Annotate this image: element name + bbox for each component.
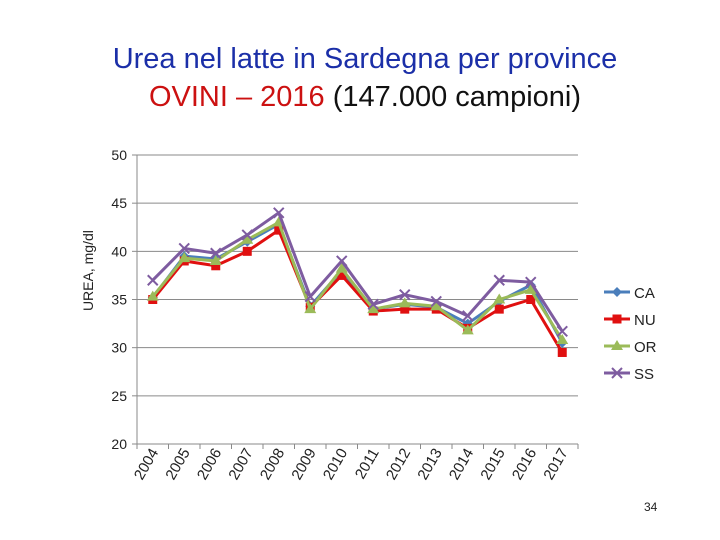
data-point-ss bbox=[210, 247, 222, 259]
data-point-nu bbox=[274, 225, 284, 235]
data-point-ss bbox=[147, 274, 159, 286]
y-tick-label: 30 bbox=[111, 340, 127, 356]
data-point-ss bbox=[304, 290, 316, 303]
y-tick-label: 25 bbox=[111, 388, 127, 404]
data-point-or bbox=[209, 254, 222, 265]
data-point-or bbox=[493, 293, 506, 304]
y-axis-label: UREA, mg/dl bbox=[80, 230, 96, 311]
x-tick-label: 2006 bbox=[194, 446, 225, 483]
x-tick-label: 2014 bbox=[446, 446, 477, 483]
data-point-nu bbox=[337, 270, 347, 280]
y-tick-label: 20 bbox=[111, 436, 127, 452]
title-rest: (147.000 campioni) bbox=[324, 81, 582, 113]
series-line-nu bbox=[151, 228, 564, 354]
data-point-ss bbox=[367, 298, 379, 311]
x-tick-label: 2013 bbox=[414, 446, 445, 483]
x-tick-label: 2007 bbox=[225, 446, 256, 483]
data-point-ss bbox=[399, 288, 411, 301]
title-accent: OVINI – 2016 bbox=[148, 81, 325, 113]
x-tick-label: 2005 bbox=[162, 446, 193, 483]
x-tick-label: 2012 bbox=[383, 446, 414, 483]
data-point-or bbox=[430, 300, 443, 311]
data-point-or bbox=[461, 324, 474, 335]
data-point-nu bbox=[211, 261, 221, 271]
legend-marker-or bbox=[611, 340, 623, 350]
x-tick-label: 2004 bbox=[131, 446, 162, 483]
x-tick-label: 2010 bbox=[320, 446, 351, 483]
data-point-or bbox=[398, 297, 411, 308]
data-point-or bbox=[335, 262, 348, 273]
chart-title: Urea nel latte in Sardegna per province … bbox=[0, 40, 720, 116]
title-line-2: OVINI – 2016 (147.000 campioni) bbox=[0, 78, 720, 116]
data-point-ss bbox=[430, 295, 442, 308]
data-point-nu bbox=[400, 304, 410, 314]
x-tick-label: 2016 bbox=[509, 446, 540, 483]
legend-marker-nu bbox=[612, 314, 622, 324]
x-tick-label: 2017 bbox=[540, 446, 571, 483]
data-point-or bbox=[241, 233, 254, 244]
data-point-or bbox=[146, 290, 159, 301]
data-point-or bbox=[178, 252, 191, 263]
y-tick-label: 40 bbox=[111, 243, 127, 259]
data-point-ss bbox=[525, 276, 537, 288]
series-ss bbox=[147, 207, 568, 337]
data-point-ss bbox=[493, 274, 505, 286]
data-point-ss bbox=[241, 229, 253, 241]
data-point-ss bbox=[462, 310, 474, 322]
data-point-ss bbox=[178, 242, 190, 255]
x-tick-label: 2011 bbox=[352, 446, 383, 482]
x-tick-label: 2008 bbox=[257, 446, 288, 483]
y-tick-label: 50 bbox=[111, 147, 127, 163]
page-number: 34 bbox=[644, 500, 658, 514]
data-point-or bbox=[556, 333, 569, 344]
data-point-ss bbox=[556, 325, 568, 337]
y-tick-label: 35 bbox=[111, 292, 127, 308]
data-point-or bbox=[524, 283, 537, 294]
data-point-nu bbox=[557, 347, 567, 357]
legend-label-ca: CA bbox=[634, 285, 655, 302]
legend-marker-ss bbox=[611, 367, 623, 379]
data-point-nu bbox=[494, 304, 504, 314]
title-line-1: Urea nel latte in Sardegna per province bbox=[112, 43, 618, 75]
legend-marker-ca bbox=[612, 287, 622, 297]
y-tick-label: 45 bbox=[111, 195, 127, 211]
data-point-or bbox=[304, 303, 317, 314]
legend-label-nu: NU bbox=[634, 312, 656, 329]
x-tick-label: 2009 bbox=[288, 446, 319, 483]
legend-label-ss: SS bbox=[634, 366, 654, 383]
series-line-ss bbox=[151, 211, 564, 333]
data-point-nu bbox=[526, 295, 536, 304]
data-point-nu bbox=[242, 246, 252, 256]
data-point-or bbox=[367, 303, 380, 314]
legend-label-or: OR bbox=[634, 339, 657, 356]
data-point-ss bbox=[336, 255, 348, 267]
data-point-ss bbox=[273, 207, 285, 219]
x-tick-label: 2015 bbox=[477, 446, 508, 483]
